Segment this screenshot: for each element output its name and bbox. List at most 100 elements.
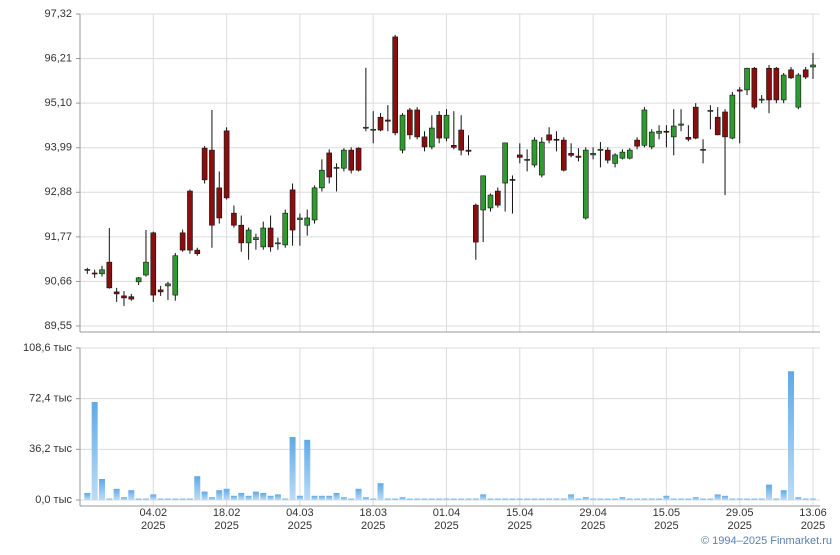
- y-tick-label: 108,6 тыс: [23, 342, 73, 354]
- volume-bar: [443, 498, 450, 500]
- volume-bar: [810, 498, 816, 500]
- candle-body: [722, 111, 728, 138]
- x-tick-year: 2025: [288, 520, 312, 532]
- volume-bar: [370, 498, 377, 500]
- volume-bar: [648, 498, 655, 500]
- candle-body: [135, 277, 142, 283]
- volume-bar: [656, 498, 663, 500]
- x-tick-year: 2025: [214, 520, 238, 532]
- volume-bar: [641, 498, 648, 500]
- volume-bar: [186, 498, 193, 500]
- x-tick-year: 2025: [581, 520, 605, 532]
- volume-bar: [502, 498, 509, 500]
- volume-bar: [582, 497, 589, 500]
- candle-body: [509, 179, 516, 181]
- candle-body: [678, 123, 684, 126]
- volume-bar: [267, 495, 274, 500]
- volume-bar: [245, 495, 252, 500]
- candle-body: [319, 169, 325, 189]
- volume-bar: [406, 498, 413, 500]
- volume-bar: [216, 490, 223, 500]
- volume-bar: [150, 494, 157, 500]
- volume-bar: [626, 498, 633, 500]
- volume-bar: [538, 498, 545, 500]
- candle-body: [663, 130, 670, 133]
- y-tick-label: 96,21: [44, 52, 72, 64]
- volume-bar: [392, 498, 399, 500]
- volume-bar: [98, 479, 105, 500]
- candle-body: [187, 190, 193, 251]
- volume-bar: [575, 498, 582, 500]
- volume-bar: [590, 498, 597, 500]
- volume-bar: [531, 498, 538, 500]
- candle-body: [172, 255, 179, 296]
- candle-body: [99, 269, 105, 275]
- volume-bar: [722, 495, 729, 500]
- volume-bar: [751, 498, 758, 500]
- volume-bar: [318, 495, 325, 500]
- candle-body: [297, 217, 303, 220]
- candle-body: [458, 129, 464, 151]
- candle-body: [780, 74, 787, 101]
- x-tick-label: 04.02: [140, 507, 168, 519]
- volume-bar: [414, 498, 421, 500]
- candle-body: [106, 261, 113, 289]
- volume-bar: [736, 498, 743, 500]
- x-tick-year: 2025: [654, 520, 678, 532]
- volume-bar: [355, 488, 362, 500]
- x-tick-label: 18.02: [213, 507, 241, 519]
- volume-bar: [465, 498, 472, 500]
- volume-bar: [208, 497, 215, 500]
- volume-bar: [274, 494, 281, 500]
- volume-bar: [516, 498, 523, 500]
- volume-bar: [509, 498, 516, 500]
- candle-body: [648, 131, 655, 148]
- candle-body: [692, 106, 699, 139]
- volume-bar: [568, 494, 575, 500]
- volume-bar: [714, 494, 721, 500]
- candle-body: [568, 153, 574, 156]
- candle-body: [744, 67, 750, 91]
- volume-bar: [773, 498, 780, 500]
- x-tick-label: 01.04: [433, 507, 461, 519]
- volume-bar: [766, 484, 773, 500]
- candle-body: [502, 142, 508, 184]
- volume-bar: [289, 437, 296, 500]
- volume-bar: [450, 498, 457, 500]
- volume-bar: [399, 497, 406, 500]
- candle-body: [91, 272, 98, 275]
- candle-body: [326, 152, 333, 178]
- volume-bar: [333, 493, 340, 500]
- candle-body: [810, 64, 816, 68]
- candle-body: [736, 89, 743, 92]
- candle-body: [656, 130, 662, 134]
- volume-bar: [142, 498, 149, 500]
- candle-body: [289, 189, 296, 231]
- x-tick-year: 2025: [361, 520, 385, 532]
- y-tick-label: 72,4 тыс: [29, 393, 72, 405]
- volume-bar: [487, 498, 494, 500]
- candle-body: [524, 159, 530, 161]
- volume-bar: [377, 483, 384, 500]
- candle-body: [443, 114, 450, 139]
- candle-body: [626, 149, 633, 159]
- volume-bar: [670, 498, 677, 500]
- volume-bar: [604, 498, 611, 500]
- candle-body: [795, 74, 802, 108]
- volume-bar: [634, 498, 641, 500]
- candle-body: [282, 212, 289, 246]
- candle-body: [209, 149, 215, 226]
- volume-bar: [560, 498, 567, 500]
- x-tick-label: 29.05: [726, 507, 754, 519]
- candle-body: [150, 232, 157, 296]
- candle-body: [333, 167, 340, 169]
- volume-bar: [304, 439, 311, 500]
- candle-body: [788, 69, 794, 79]
- candle-body: [179, 232, 186, 251]
- x-tick-label: 13.06: [799, 507, 827, 519]
- volume-bar: [296, 495, 303, 500]
- volume-bar: [362, 497, 369, 500]
- copyright: © 1994–2025 Finmarket.ru: [701, 535, 832, 547]
- x-tick-label: 15.05: [653, 507, 681, 519]
- candle-body: [766, 67, 772, 101]
